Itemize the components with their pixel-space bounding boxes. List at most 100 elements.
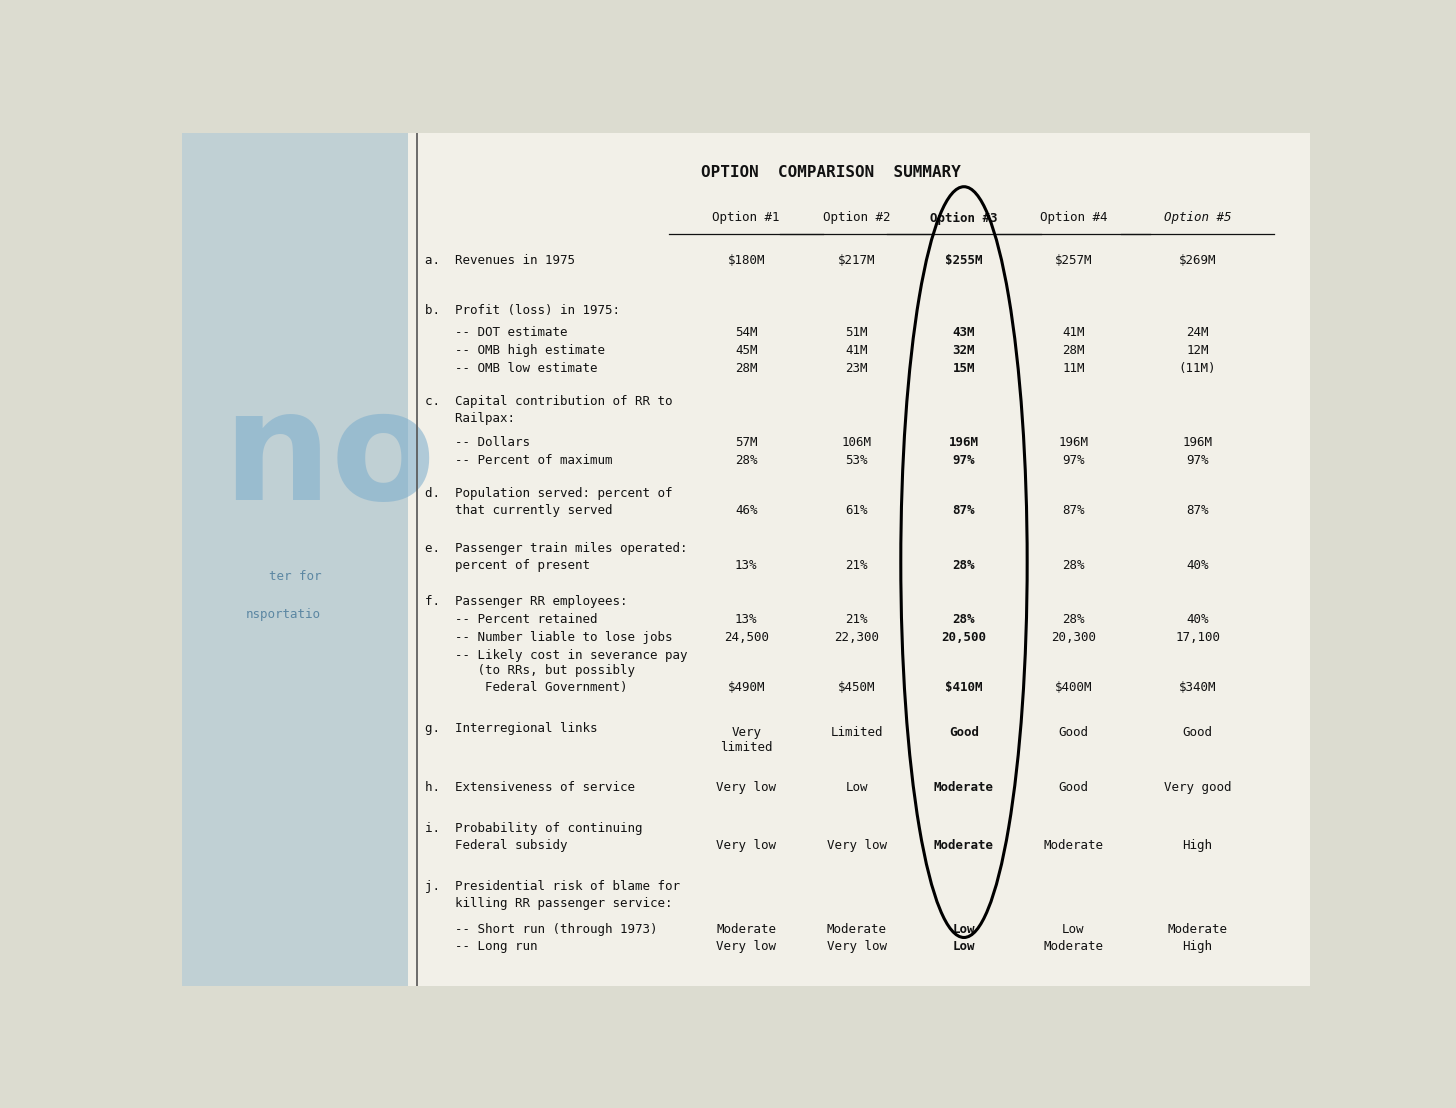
Text: 28%: 28%: [952, 558, 976, 572]
Text: 24M: 24M: [1187, 326, 1208, 339]
Text: 28%: 28%: [952, 614, 976, 626]
Text: g.  Interregional links: g. Interregional links: [425, 721, 597, 735]
Text: 87%: 87%: [1187, 504, 1208, 517]
Text: Option #3: Option #3: [930, 212, 997, 225]
Text: f.  Passenger RR employees:: f. Passenger RR employees:: [425, 595, 628, 608]
Text: nsportatio: nsportatio: [246, 608, 322, 622]
Text: -- Dollars: -- Dollars: [425, 435, 530, 449]
Text: 43M: 43M: [952, 326, 976, 339]
Text: 45M: 45M: [735, 343, 757, 357]
Text: 20,500: 20,500: [942, 632, 987, 644]
Text: 40%: 40%: [1187, 614, 1208, 626]
Text: Very
limited: Very limited: [719, 726, 773, 753]
Text: $400M: $400M: [1054, 680, 1092, 694]
Text: 21%: 21%: [846, 614, 868, 626]
Text: High: High: [1182, 840, 1213, 852]
Text: Good: Good: [1182, 726, 1213, 739]
Text: a.  Revenues in 1975: a. Revenues in 1975: [425, 254, 575, 267]
Text: Moderate: Moderate: [933, 840, 994, 852]
Text: $410M: $410M: [945, 680, 983, 694]
Text: High: High: [1182, 940, 1213, 953]
Text: Option #2: Option #2: [823, 212, 891, 225]
Text: Moderate: Moderate: [1044, 840, 1104, 852]
Text: -- Likely cost in severance pay: -- Likely cost in severance pay: [425, 649, 687, 663]
Text: $490M: $490M: [728, 680, 764, 694]
Text: 28%: 28%: [735, 454, 757, 466]
Text: 106M: 106M: [842, 435, 872, 449]
Text: 32M: 32M: [952, 343, 976, 357]
Text: Federal Government): Federal Government): [425, 680, 628, 694]
Text: e.  Passenger train miles operated:: e. Passenger train miles operated:: [425, 542, 687, 555]
Text: 87%: 87%: [952, 504, 976, 517]
Text: Very good: Very good: [1163, 781, 1232, 794]
Text: Low: Low: [952, 923, 976, 936]
Text: Moderate: Moderate: [827, 923, 887, 936]
Text: Good: Good: [949, 726, 978, 739]
Text: 51M: 51M: [846, 326, 868, 339]
Text: j.  Presidential risk of blame for: j. Presidential risk of blame for: [425, 881, 680, 893]
Text: OPTION  COMPARISON  SUMMARY: OPTION COMPARISON SUMMARY: [700, 164, 961, 179]
Text: $257M: $257M: [1054, 254, 1092, 267]
Text: -- Percent of maximum: -- Percent of maximum: [425, 454, 612, 466]
Text: -- OMB low estimate: -- OMB low estimate: [425, 361, 597, 375]
Text: Low: Low: [1063, 923, 1085, 936]
Text: d.  Population served: percent of: d. Population served: percent of: [425, 488, 673, 500]
Text: 41M: 41M: [1063, 326, 1085, 339]
Text: 21%: 21%: [846, 558, 868, 572]
Text: (to RRs, but possibly: (to RRs, but possibly: [425, 665, 635, 677]
Text: -- DOT estimate: -- DOT estimate: [425, 326, 566, 339]
Text: Very low: Very low: [716, 781, 776, 794]
Text: Option #4: Option #4: [1040, 212, 1107, 225]
Text: Moderate: Moderate: [933, 781, 994, 794]
Text: $269M: $269M: [1179, 254, 1216, 267]
Text: Low: Low: [846, 781, 868, 794]
Text: Very low: Very low: [827, 840, 887, 852]
Text: 23M: 23M: [846, 361, 868, 375]
Text: 196M: 196M: [949, 435, 978, 449]
Text: 28%: 28%: [1063, 614, 1085, 626]
Text: 87%: 87%: [1063, 504, 1085, 517]
Text: 97%: 97%: [1187, 454, 1208, 466]
Text: 13%: 13%: [735, 614, 757, 626]
Text: 28M: 28M: [735, 361, 757, 375]
Text: $180M: $180M: [728, 254, 764, 267]
Text: Federal subsidy: Federal subsidy: [425, 840, 566, 852]
FancyBboxPatch shape: [182, 133, 408, 986]
Text: 28%: 28%: [1063, 558, 1085, 572]
Text: 20,300: 20,300: [1051, 632, 1096, 644]
Text: Low: Low: [952, 940, 976, 953]
Text: Moderate: Moderate: [716, 923, 776, 936]
Text: $217M: $217M: [839, 254, 875, 267]
Text: 28M: 28M: [1063, 343, 1085, 357]
Text: killing RR passenger service:: killing RR passenger service:: [425, 897, 673, 911]
Text: 97%: 97%: [1063, 454, 1085, 466]
Text: ter for: ter for: [268, 571, 322, 583]
Text: $340M: $340M: [1179, 680, 1216, 694]
Text: 54M: 54M: [735, 326, 757, 339]
Text: no: no: [221, 382, 435, 532]
Text: -- Short run (through 1973): -- Short run (through 1973): [425, 923, 657, 936]
Text: 97%: 97%: [952, 454, 976, 466]
Text: -- Number liable to lose jobs: -- Number liable to lose jobs: [425, 632, 673, 644]
Text: b.  Profit (loss) in 1975:: b. Profit (loss) in 1975:: [425, 304, 620, 317]
Text: Very low: Very low: [716, 940, 776, 953]
Text: Good: Good: [1059, 781, 1089, 794]
Text: 46%: 46%: [735, 504, 757, 517]
Text: 17,100: 17,100: [1175, 632, 1220, 644]
Text: percent of present: percent of present: [425, 558, 590, 572]
Text: Moderate: Moderate: [1168, 923, 1227, 936]
Text: 12M: 12M: [1187, 343, 1208, 357]
Text: Option #1: Option #1: [712, 212, 780, 225]
Text: that currently served: that currently served: [425, 504, 612, 517]
Text: 15M: 15M: [952, 361, 976, 375]
Text: 13%: 13%: [735, 558, 757, 572]
Text: Moderate: Moderate: [1044, 940, 1104, 953]
Text: 22,300: 22,300: [834, 632, 879, 644]
FancyBboxPatch shape: [408, 133, 1310, 986]
Text: Good: Good: [1059, 726, 1089, 739]
Text: 41M: 41M: [846, 343, 868, 357]
Text: 196M: 196M: [1182, 435, 1213, 449]
Text: $450M: $450M: [839, 680, 875, 694]
Text: Railpax:: Railpax:: [425, 412, 514, 425]
Text: 196M: 196M: [1059, 435, 1089, 449]
